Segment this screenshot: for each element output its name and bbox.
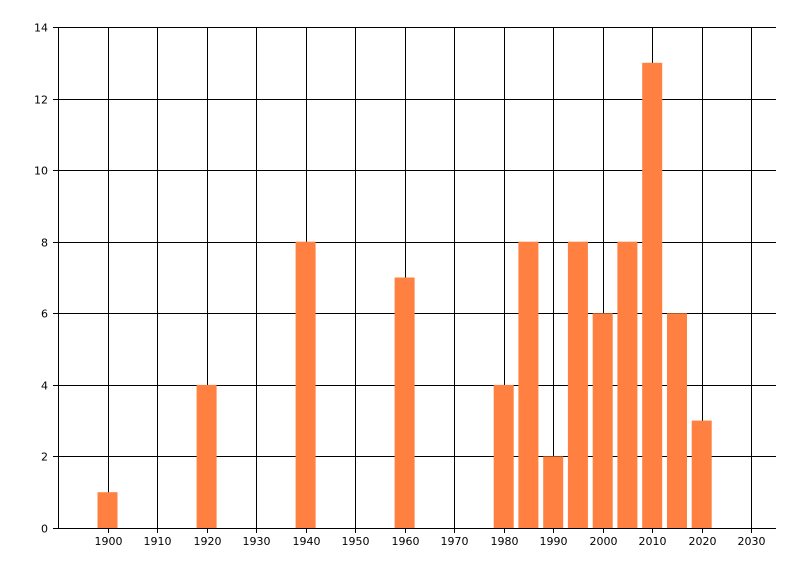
- y-tick-label: 6: [41, 308, 48, 321]
- x-tick-label: 2000: [590, 535, 618, 548]
- bar: [667, 313, 687, 528]
- bar: [97, 492, 118, 528]
- x-tick-label: 1960: [392, 535, 420, 548]
- axes: [58, 27, 776, 529]
- x-tick-label: 1940: [293, 535, 321, 548]
- tick-labels: 1900 1910 1920 1930 1940 1950 1960 1970 1980 1990…: [34, 22, 766, 549]
- x-tick-label: 1980: [491, 535, 519, 548]
- y-tick-label: 10: [34, 165, 48, 178]
- bar: [642, 62, 663, 529]
- bar: [518, 241, 539, 528]
- x-tick-label: 1910: [144, 535, 172, 548]
- x-tick-label: 1990: [540, 535, 568, 548]
- bar: [617, 241, 638, 528]
- y-tick-label: 0: [41, 523, 48, 536]
- bar: [543, 456, 564, 528]
- x-tick-label: 1920: [194, 535, 222, 548]
- y-tick-label: 14: [34, 22, 48, 35]
- x-tick-label: 2030: [738, 535, 766, 548]
- bar: [295, 241, 316, 528]
- bar: [592, 313, 613, 528]
- y-tick-label: 8: [41, 237, 48, 250]
- bar: [567, 241, 588, 528]
- x-tick-label: 2010: [639, 535, 667, 548]
- x-tick-label: 2020: [689, 535, 717, 548]
- x-tick-label: 1900: [95, 535, 123, 548]
- bar: [493, 384, 514, 528]
- x-tick-label: 1950: [342, 535, 370, 548]
- bar: [394, 277, 415, 528]
- bars: [97, 62, 712, 529]
- bar: [196, 384, 217, 528]
- x-tick-label: 1930: [243, 535, 271, 548]
- x-tick-label: 1970: [441, 535, 469, 548]
- y-tick-label: 2: [41, 451, 48, 464]
- bar: [691, 420, 712, 528]
- y-tick-label: 12: [34, 94, 48, 107]
- y-tick-label: 4: [41, 380, 48, 393]
